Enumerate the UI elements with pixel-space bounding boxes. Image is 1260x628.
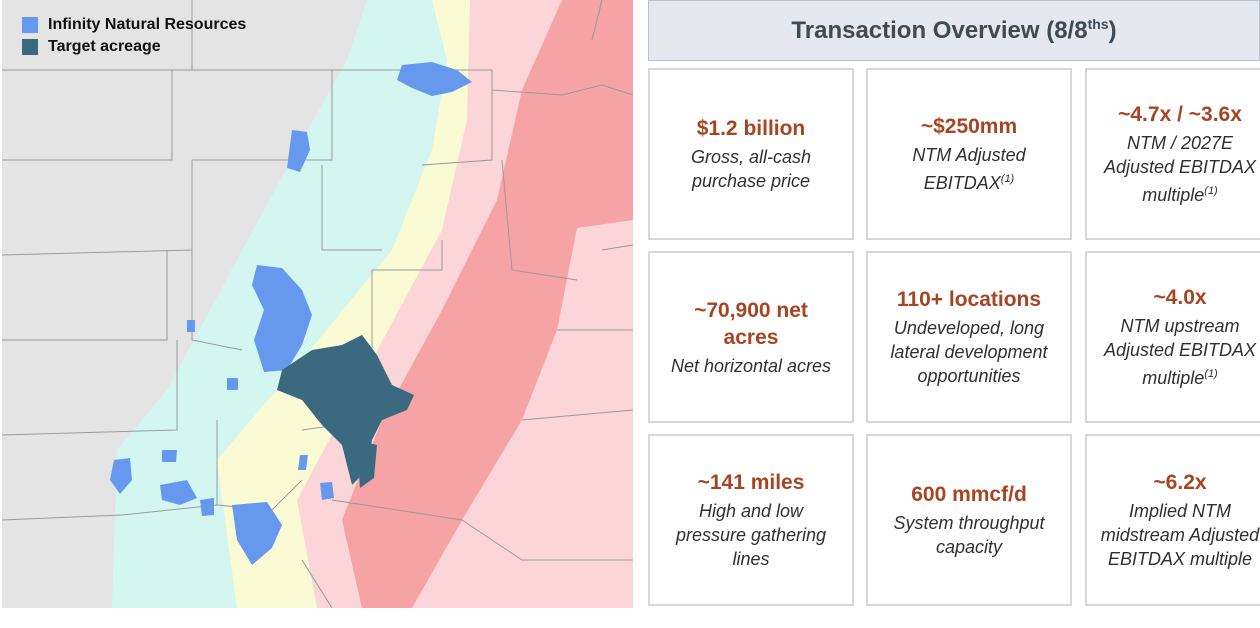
card-value: ~141 miles: [697, 471, 805, 494]
card-value: ~$250mm: [920, 115, 1018, 138]
acreage-map: Infinity Natural Resources Target acreag…: [2, 0, 633, 608]
legend-item-target: Target acreage: [22, 36, 246, 58]
card-value: ~4.7x / ~3.6x: [1118, 103, 1242, 126]
card-desc: NTM / 2027E Adjusted EBITDAX multiple(1): [1103, 133, 1257, 205]
card-value: ~4.0x: [1153, 286, 1207, 309]
card-gathering-lines: ~141 miles High and low pressure gatheri…: [648, 434, 854, 606]
card-purchase-price: $1.2 billion Gross, all-cash purchase pr…: [648, 68, 854, 240]
card-value: 110+ locations: [896, 288, 1042, 311]
card-desc: NTM upstream Adjusted EBITDAX multiple(1…: [1103, 316, 1257, 388]
legend-label-target: Target acreage: [48, 38, 161, 55]
card-upstream-multiple: ~4.0x NTM upstream Adjusted EBITDAX mult…: [1085, 251, 1260, 423]
card-locations: 110+ locations Undeveloped, long lateral…: [866, 251, 1072, 423]
card-desc: NTM Adjusted EBITDAX(1): [912, 145, 1026, 193]
overview-header: Transaction Overview (8/8ths): [648, 0, 1260, 61]
target-acreage: [277, 335, 414, 488]
map-graphic: [2, 0, 633, 608]
card-desc: Implied NTM midstream Adjusted EBITDAX m…: [1100, 501, 1260, 569]
card-net-acres: ~70,900 net acres Net horizontal acres: [648, 251, 854, 423]
card-desc: High and low pressure gathering lines: [675, 501, 827, 569]
legend-item-infinity: Infinity Natural Resources: [22, 14, 246, 36]
card-value: ~6.2x: [1153, 471, 1207, 494]
overview-title: Transaction Overview (8/8ths): [791, 16, 1117, 44]
card-desc: Undeveloped, long lateral development op…: [890, 318, 1048, 386]
card-ebitdax: ~$250mm NTM Adjusted EBITDAX(1): [866, 68, 1072, 240]
card-value: $1.2 billion: [696, 117, 806, 140]
map-legend: Infinity Natural Resources Target acreag…: [22, 14, 246, 58]
card-midstream-multiple: ~6.2x Implied NTM midstream Adjusted EBI…: [1085, 434, 1260, 606]
card-throughput: 600 mmcf/d System throughput capacity: [866, 434, 1072, 606]
card-desc: Gross, all-cash purchase price: [690, 147, 812, 191]
zone-red: [342, 0, 633, 608]
card-ebitdax-multiple: ~4.7x / ~3.6x NTM / 2027E Adjusted EBITD…: [1085, 68, 1260, 240]
card-value: ~70,900 net acres: [694, 298, 808, 349]
card-desc: Net horizontal acres: [670, 355, 832, 376]
infinity-swatch: [22, 17, 38, 33]
legend-label-infinity: Infinity Natural Resources: [48, 16, 247, 33]
card-value: 600 mmcf/d: [911, 483, 1027, 506]
card-desc: System throughput capacity: [893, 513, 1045, 557]
target-swatch: [22, 39, 38, 55]
infinity-acreage: [110, 62, 472, 565]
